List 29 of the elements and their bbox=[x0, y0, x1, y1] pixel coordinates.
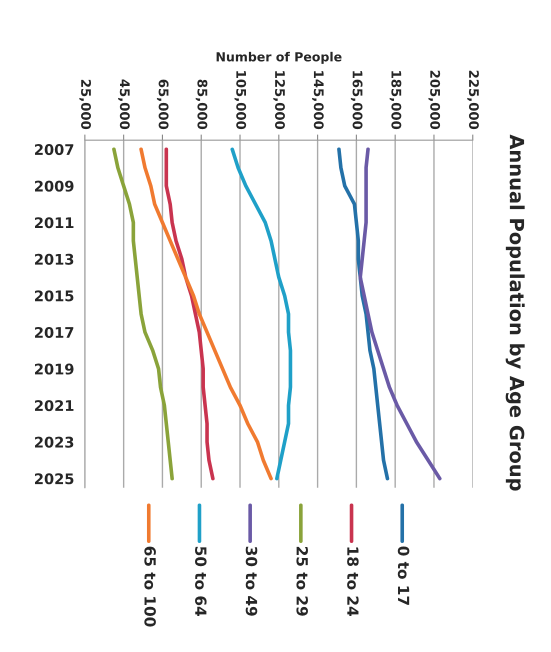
x-tick-label: 125,000 bbox=[273, 71, 285, 130]
x-tick-label: 145,000 bbox=[312, 71, 324, 130]
y-tick-label: 2011 bbox=[35, 217, 74, 228]
x-tick-label: 225,000 bbox=[467, 70, 479, 130]
y-tick-label: 2017 bbox=[35, 326, 74, 338]
legend-label: 25 to 29 bbox=[296, 546, 308, 616]
y-tick-label: 2013 bbox=[35, 254, 74, 265]
y-tick-label: 2009 bbox=[35, 180, 74, 192]
legend-label: 65 to 100 bbox=[144, 546, 156, 627]
y-tick-label: 2021 bbox=[35, 400, 74, 412]
x-tick-label: 65,000 bbox=[156, 80, 169, 130]
y-tick-label: 2015 bbox=[35, 290, 74, 302]
y-tick-label: 2019 bbox=[35, 364, 74, 375]
x-tick-label: 45,000 bbox=[118, 79, 130, 130]
legend-label: 50 to 64 bbox=[195, 546, 207, 616]
text: Annual Population by Age Group bbox=[506, 134, 525, 491]
x-tick-label: 85,000 bbox=[196, 80, 208, 130]
legend-label: 0 to 17 bbox=[398, 546, 410, 605]
y-tick-label: 2025 bbox=[35, 473, 74, 484]
x-tick-label: 25,000 bbox=[79, 80, 92, 130]
x-tick-label: 165,000 bbox=[350, 71, 363, 130]
y-tick-label: 2007 bbox=[35, 144, 74, 156]
x-tick-label: 185,000 bbox=[390, 71, 402, 130]
y-tick-label: 2023 bbox=[35, 436, 74, 448]
legend-label: 18 to 24 bbox=[347, 547, 359, 616]
x-axis-title: Number of People bbox=[216, 52, 342, 64]
legend-label: 30 to 49 bbox=[246, 546, 258, 616]
x-tick-label: 105,000 bbox=[234, 71, 246, 130]
x-tick-label: 205,000 bbox=[428, 70, 440, 130]
